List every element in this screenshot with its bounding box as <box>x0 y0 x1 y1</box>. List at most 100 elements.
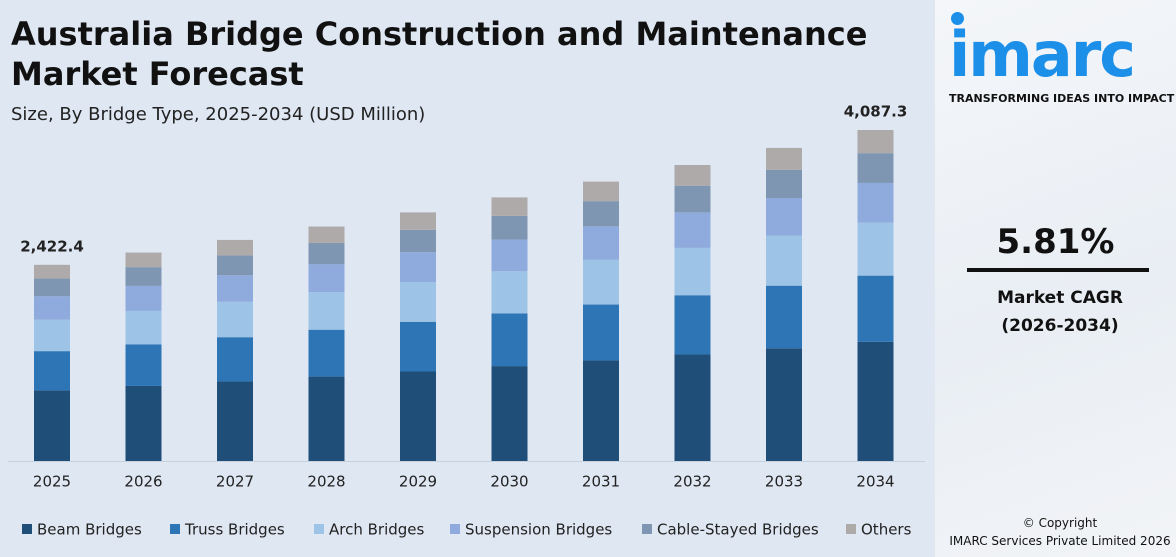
bar-segment <box>857 153 894 183</box>
bar-segment <box>766 198 802 236</box>
bar-segment <box>766 169 802 199</box>
bar-segment <box>34 390 70 461</box>
legend-label: Others <box>861 521 912 539</box>
tagline: TRANSFORMING IDEAS INTO IMPACT <box>949 92 1175 105</box>
x-tick-label: 2029 <box>399 473 437 491</box>
bar-segment <box>766 147 802 170</box>
bar-segment <box>857 222 894 276</box>
bar-segment <box>217 381 253 461</box>
bar-segment <box>125 267 162 286</box>
cagr-label: Market CAGR (2026-2034) <box>935 284 1176 340</box>
bar-segment <box>400 371 436 461</box>
bar-segment <box>583 181 619 202</box>
bar-segment <box>308 226 345 243</box>
bar-segment <box>400 252 436 282</box>
total-label: 2,422.4 <box>20 237 84 255</box>
company: IMARC Services Private Limited 2026 <box>949 534 1171 548</box>
bar-segment <box>125 344 162 386</box>
bar-segment <box>217 239 253 256</box>
bar-segment <box>125 252 162 268</box>
bar-segment <box>766 348 802 461</box>
bar-segment <box>34 319 70 352</box>
bar-segment <box>583 226 619 260</box>
sidebar: imarc TRANSFORMING IDEAS INTO IMPACT 5.8… <box>935 0 1176 557</box>
bar-segment <box>491 197 528 216</box>
bar-segment <box>491 239 528 272</box>
legend-label: Arch Bridges <box>329 521 425 539</box>
cagr-period: (2026-2034) <box>1001 316 1119 336</box>
copyright: © Copyright IMARC Services Private Limit… <box>935 514 1176 550</box>
x-tick-label: 2033 <box>765 473 803 491</box>
divider <box>967 268 1149 272</box>
legend-label: Beam Bridges <box>37 521 142 539</box>
bar-segment <box>308 264 345 293</box>
bar-segment <box>125 385 162 461</box>
chart: 2025 2,422.4 2026 2027 2028 2029 2030 2031 2032 2… <box>8 103 925 539</box>
bar-segment <box>308 329 345 377</box>
bar-segment <box>34 278 70 297</box>
x-tick-label: 2034 <box>856 473 894 491</box>
chart-title: Australia Bridge Construction and Mainte… <box>11 15 868 93</box>
bar-segment <box>583 259 619 305</box>
bar-segment <box>766 235 802 286</box>
bar-segment <box>491 366 528 461</box>
bar-segment <box>491 313 528 367</box>
bar-segment <box>674 212 711 248</box>
bar-segment <box>217 255 253 276</box>
x-tick-label: 2030 <box>490 473 528 491</box>
bar-segment <box>400 229 436 253</box>
bar-segment <box>674 295 711 355</box>
bar-segment <box>400 321 436 372</box>
bar-segment <box>308 292 345 330</box>
legend-label: Truss Bridges <box>184 521 285 539</box>
chart-subtitle: Size, By Bridge Type, 2025-2034 (USD Mil… <box>11 104 426 125</box>
total-label: 4,087.3 <box>844 103 908 121</box>
legend-label: Suspension Bridges <box>465 521 612 539</box>
bar-segment <box>217 337 253 382</box>
bar-segment <box>217 275 253 302</box>
legend-swatch <box>22 524 32 534</box>
bar-segment <box>857 130 894 154</box>
bar-segment <box>308 242 345 265</box>
bar-segment <box>217 301 253 338</box>
bar-segment <box>125 285 162 311</box>
bar-segment <box>674 354 711 461</box>
logo-dot <box>951 12 964 25</box>
bar-segment <box>857 182 894 223</box>
cagr-label-text: Market CAGR <box>997 288 1123 308</box>
bar-segment <box>491 215 528 240</box>
bar-segment <box>583 304 619 361</box>
legend-label: Cable-Stayed Bridges <box>657 521 819 539</box>
bar-segment <box>674 247 711 296</box>
bar-segment <box>583 201 619 227</box>
cagr-value: 5.81% <box>996 222 1115 262</box>
x-tick-label: 2025 <box>33 473 71 491</box>
x-tick-label: 2027 <box>216 473 254 491</box>
bar-segment <box>766 285 802 349</box>
bar-segment <box>674 165 711 186</box>
bar-segment <box>400 281 436 322</box>
legend-swatch <box>450 524 460 534</box>
copyright-text: © Copyright <box>1022 516 1098 530</box>
bar-segment <box>308 376 345 461</box>
legend-swatch <box>642 524 652 534</box>
legend-swatch <box>846 524 856 534</box>
logo: imarc <box>949 18 1136 91</box>
x-tick-label: 2026 <box>124 473 162 491</box>
bar-segment <box>34 351 70 391</box>
bar-segment <box>125 310 162 345</box>
x-tick-label: 2028 <box>307 473 345 491</box>
bar-segment <box>857 341 894 461</box>
bar-segment <box>491 271 528 314</box>
legend-swatch <box>170 524 180 534</box>
bar-segment <box>583 360 619 461</box>
x-tick-label: 2032 <box>673 473 711 491</box>
bar-segment <box>34 296 70 320</box>
bar-segment <box>857 275 894 342</box>
x-tick-label: 2031 <box>582 473 620 491</box>
bar-segment <box>674 185 711 213</box>
bar-segment <box>400 212 436 230</box>
bar-segment <box>34 264 70 279</box>
legend-swatch <box>314 524 324 534</box>
